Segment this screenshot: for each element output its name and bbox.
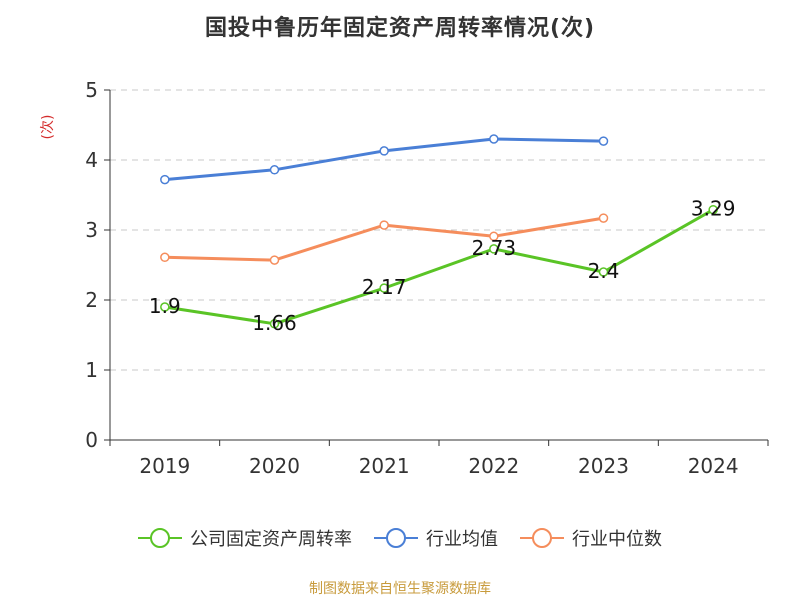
data-point — [379, 146, 389, 156]
legend-label-industry-median: 行业中位数 — [572, 529, 662, 550]
data-point — [160, 302, 170, 312]
data-point — [160, 174, 170, 185]
data-point — [489, 244, 499, 254]
data-label: 1.66 — [252, 311, 297, 335]
legend-marker-industry-mean — [374, 528, 418, 548]
series-line-0 — [164, 208, 714, 326]
legend-item-company[interactable]: 公司固定资产周转率 — [138, 525, 352, 551]
x-tick-label: 2024 — [688, 454, 739, 478]
data-point — [708, 204, 718, 215]
data-point — [160, 252, 170, 263]
legend-item-industry-median[interactable]: 行业中位数 — [520, 525, 662, 551]
data-point — [489, 134, 499, 144]
data-label: 2.17 — [362, 275, 407, 299]
data-source-note: 制图数据来自恒生聚源数据库 — [309, 581, 491, 597]
data-point — [269, 319, 280, 329]
data-point — [269, 255, 280, 265]
data-point — [379, 283, 389, 293]
data-label: 2.4 — [588, 259, 620, 283]
data-point — [598, 267, 609, 277]
data-label: 3.29 — [691, 197, 736, 221]
y-axis-label: (次) — [40, 115, 56, 140]
x-tick-label: 2022 — [468, 454, 519, 478]
legend-label-industry-mean: 行业均值 — [426, 529, 498, 550]
y-tick-label: 4 — [85, 148, 98, 172]
x-tick-label: 2020 — [249, 454, 300, 478]
legend-item-industry-mean[interactable]: 行业均值 — [374, 525, 498, 551]
series-line-1 — [164, 137, 604, 182]
y-tick-label: 0 — [85, 428, 98, 452]
data-point — [598, 213, 609, 223]
data-point — [379, 220, 389, 230]
x-tick-label: 2019 — [139, 454, 190, 478]
y-tick-label: 3 — [85, 218, 98, 242]
data-point — [489, 231, 499, 242]
legend-label-company: 公司固定资产周转率 — [190, 529, 352, 550]
chart-title: 国投中鲁历年固定资产周转率情况(次) — [204, 16, 596, 41]
legend-marker-industry-median — [520, 528, 564, 548]
x-tick-label: 2021 — [359, 454, 410, 478]
x-tick-label: 2023 — [578, 454, 629, 478]
y-tick-label: 5 — [85, 78, 98, 102]
data-label: 2.73 — [472, 236, 517, 260]
legend-marker-company — [138, 528, 182, 548]
data-point — [269, 165, 280, 175]
legend: 公司固定资产周转率 行业均值 行业中位数 — [0, 520, 800, 556]
line-chart: (次) 0 1 2 3 4 5 2019 2020 2021 2022 2023 2024 1.9 1.… — [40, 78, 769, 478]
data-point — [598, 136, 609, 146]
y-tick-label: 1 — [85, 358, 98, 382]
y-tick-label: 2 — [85, 288, 98, 312]
data-label: 1.9 — [149, 294, 181, 318]
